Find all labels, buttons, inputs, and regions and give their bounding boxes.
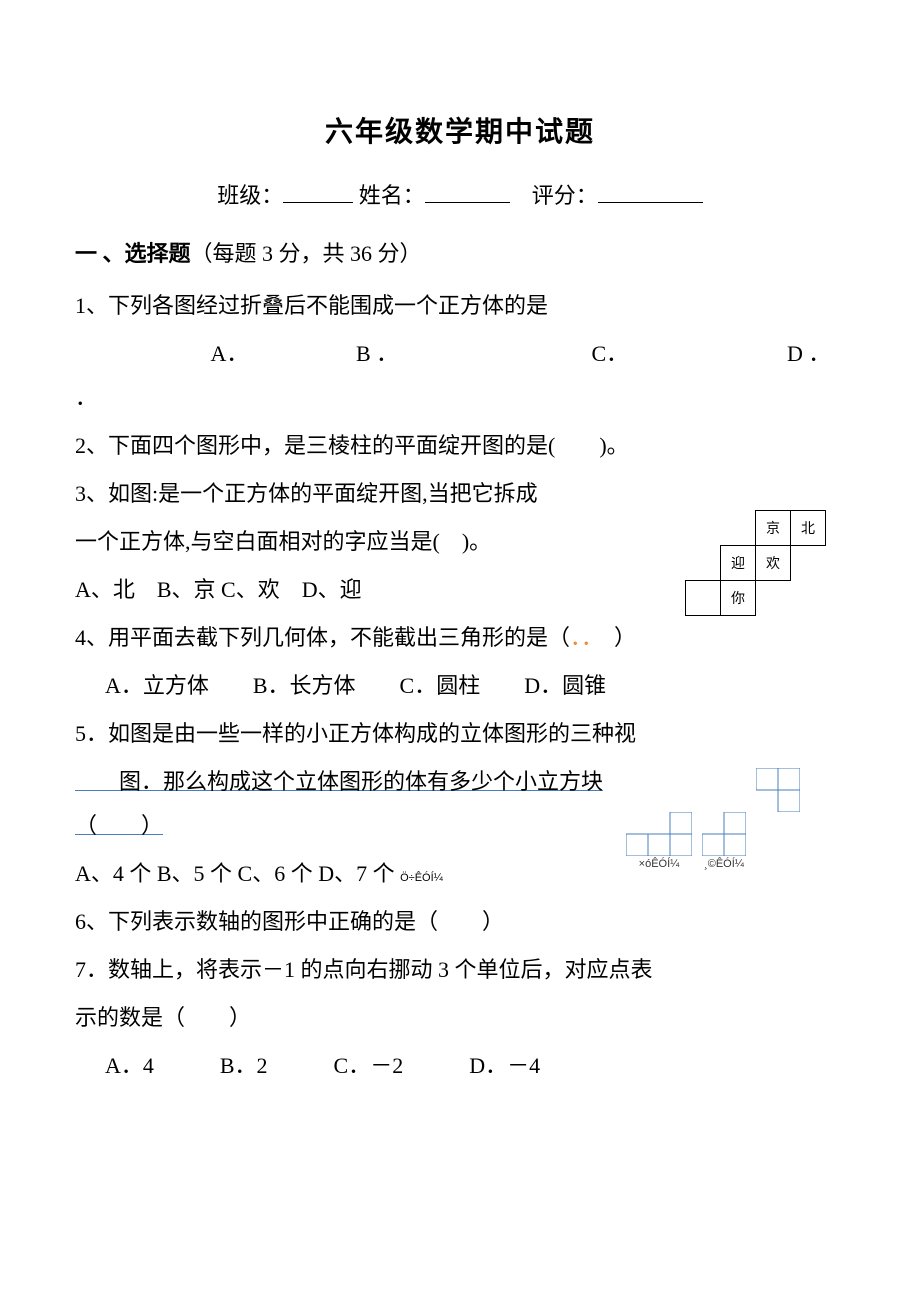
- class-blank[interactable]: [283, 184, 353, 203]
- q2-text: 2、下面四个图形中，是三棱柱的平面绽开图的是( )。: [75, 424, 845, 468]
- q5-left-label: ×óÊÓÍ¼: [626, 858, 692, 870]
- q5-view-front: ×óÊÓÍ¼: [626, 812, 692, 870]
- q5-front-label-inline: Ö÷ÊÓÍ¼: [400, 872, 443, 884]
- page-title: 六年级数学期中试题: [75, 110, 845, 150]
- q7-options[interactable]: A．4 B．2 C．－2 D．－4: [75, 1044, 845, 1088]
- section-1-strong: 一 、选择题: [75, 241, 191, 266]
- header-fill-line: 班级： 姓名： 评分：: [75, 178, 845, 210]
- q5-view-left: ¸©ÊÓÍ¼: [702, 812, 746, 870]
- name-blank[interactable]: [425, 184, 510, 203]
- net-cell: 欢: [756, 546, 791, 581]
- q1-options: A． B ． C． D ．: [75, 332, 845, 376]
- q4-dots: ．．: [570, 625, 592, 650]
- q4-text: 4、用平面去截下列几何体，不能截出三角形的是（．． ）: [75, 616, 845, 660]
- score-label: 评分：: [532, 183, 598, 208]
- q5-options[interactable]: A、4 个 B、5 个 C、6 个 D、7 个: [75, 861, 400, 886]
- section-1-heading: 一 、选择题（每题 3 分，共 36 分）: [75, 236, 845, 268]
- q1-opt-c[interactable]: C．: [592, 332, 782, 376]
- q1-opt-b[interactable]: B ．: [356, 332, 586, 376]
- q7-line1: 7．数轴上，将表示－1 的点向右挪动 3 个单位后，对应点表: [75, 948, 845, 992]
- net-cell: 迎: [721, 546, 756, 581]
- q4-options[interactable]: A．立方体 B．长方体 C．圆柱 D．圆锥: [75, 664, 845, 708]
- q4-text-a: 4、用平面去截下列几何体，不能截出三角形的是（: [75, 625, 570, 650]
- q5-line1: 5．如图是由一些一样的小正方体构成的立体图形的三种视: [75, 712, 845, 756]
- score-blank[interactable]: [598, 184, 703, 203]
- q1-opt-d[interactable]: D ．: [787, 332, 830, 376]
- net-cell-blank: [686, 581, 721, 616]
- q5-views: ×óÊÓÍ¼ ¸©ÊÓÍ¼: [620, 812, 860, 922]
- q7-line2: 示的数是（ ）: [75, 996, 845, 1040]
- name-label: 姓名：: [359, 183, 425, 208]
- q4-text-b: ）: [592, 625, 636, 650]
- net-cell: 京: [756, 511, 791, 546]
- net-cell: 你: [721, 581, 756, 616]
- q3-cube-net: 京 北 迎 欢 你: [685, 510, 845, 620]
- q1-opt-a[interactable]: A．: [211, 332, 351, 376]
- q5-top-label: ¸©ÊÓÍ¼: [702, 858, 746, 870]
- q1-text: 1、下列各图经过折叠后不能围成一个正方体的是: [75, 284, 845, 328]
- section-1-rest: （每题 3 分，共 36 分）: [191, 241, 422, 266]
- q5-view-top: [756, 768, 800, 812]
- q1-continuation: ．: [75, 376, 845, 420]
- class-label: 班级：: [217, 183, 283, 208]
- net-cell: 北: [791, 511, 826, 546]
